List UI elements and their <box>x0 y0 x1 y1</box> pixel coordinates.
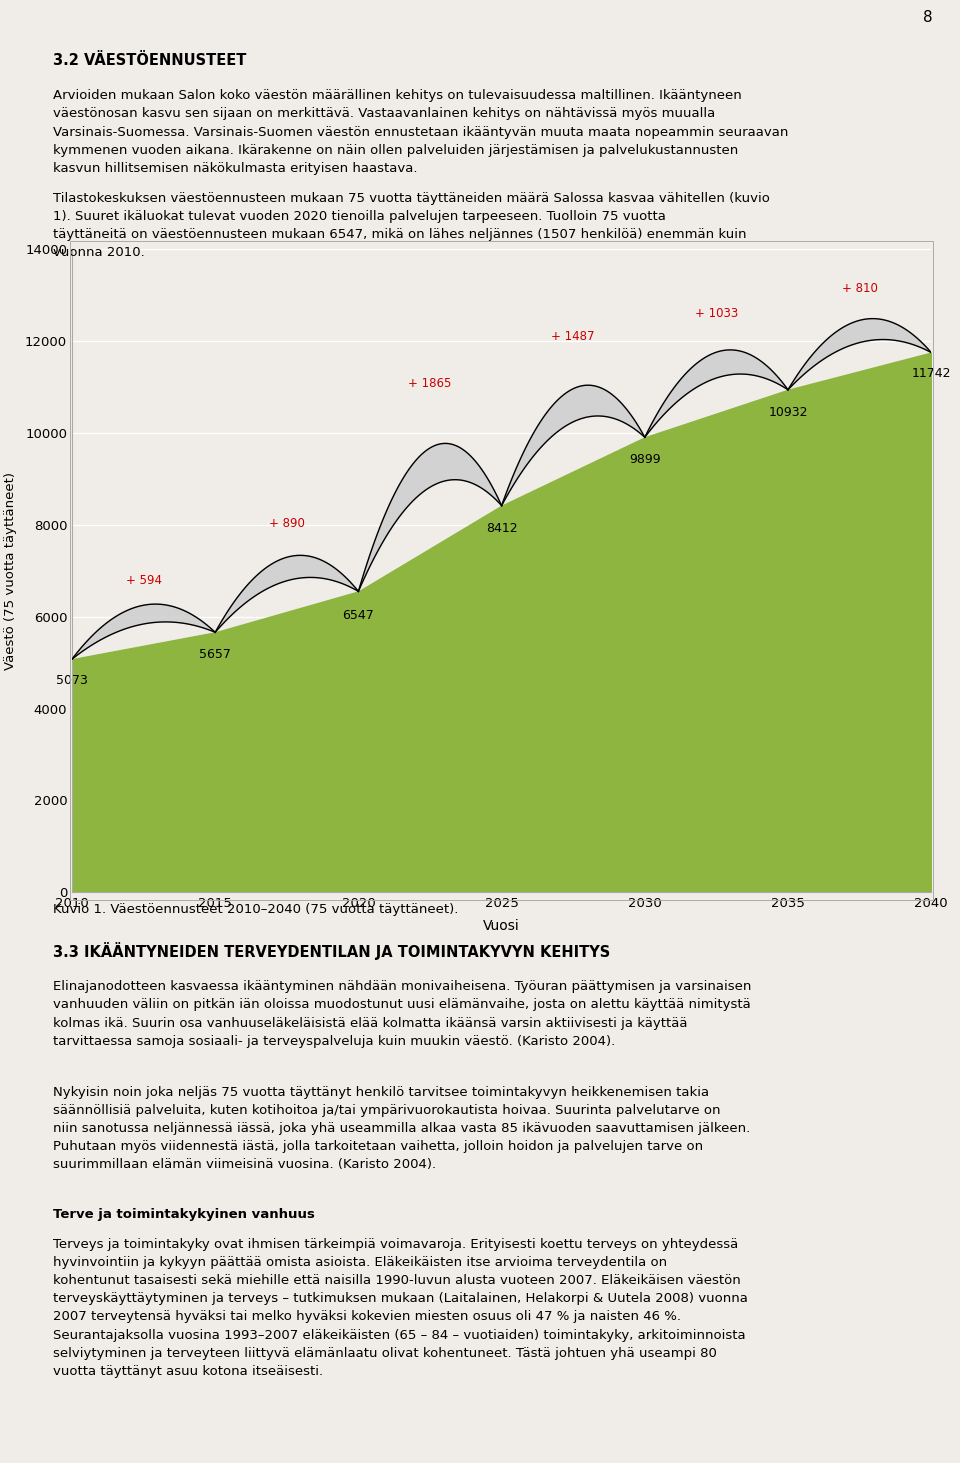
Text: 5657: 5657 <box>200 648 231 661</box>
Text: 9899: 9899 <box>629 454 660 465</box>
Text: Arvioiden mukaan Salon koko väestön määrällinen kehitys on tulevaisuudessa malti: Arvioiden mukaan Salon koko väestön määr… <box>53 89 788 176</box>
Text: + 1865: + 1865 <box>408 377 452 391</box>
Y-axis label: Väestö (75 vuotta täyttäneet): Väestö (75 vuotta täyttäneet) <box>4 471 16 670</box>
Text: Tilastokeskuksen väestöennusteen mukaan 75 vuotta täyttäneiden määrä Salossa kas: Tilastokeskuksen väestöennusteen mukaan … <box>53 192 770 259</box>
Text: 6547: 6547 <box>343 609 374 622</box>
Polygon shape <box>501 385 645 506</box>
Text: 3.3 IKÄÄNTYNEIDEN TERVEYDENTILAN JA TOIMINTAKYVYN KEHITYS: 3.3 IKÄÄNTYNEIDEN TERVEYDENTILAN JA TOIM… <box>53 942 610 960</box>
Polygon shape <box>215 556 358 632</box>
Text: Terve ja toimintakykyinen vanhuus: Terve ja toimintakykyinen vanhuus <box>53 1208 315 1222</box>
X-axis label: Vuosi: Vuosi <box>483 919 520 932</box>
Polygon shape <box>358 443 501 591</box>
Text: + 810: + 810 <box>842 282 877 296</box>
Text: 8412: 8412 <box>486 522 517 535</box>
Text: 8: 8 <box>924 9 933 25</box>
Text: + 1033: + 1033 <box>695 307 738 320</box>
Text: + 1487: + 1487 <box>551 329 595 342</box>
Text: 3.2 VÄESTÖENNUSTEET: 3.2 VÄESTÖENNUSTEET <box>53 53 246 67</box>
Text: + 890: + 890 <box>269 516 304 530</box>
Polygon shape <box>645 350 788 437</box>
Polygon shape <box>72 604 215 660</box>
Text: Kuvio 1. Väestöennusteet 2010–2040 (75 vuotta täyttäneet).: Kuvio 1. Väestöennusteet 2010–2040 (75 v… <box>53 903 458 916</box>
Text: + 594: + 594 <box>126 573 161 587</box>
Text: Elinajanodotteen kasvaessa ikääntyminen nähdään monivaiheisena. Työuran päättymi: Elinajanodotteen kasvaessa ikääntyminen … <box>53 980 751 1048</box>
Text: 11742: 11742 <box>911 367 951 380</box>
Polygon shape <box>788 319 931 389</box>
Text: Terveys ja toimintakyky ovat ihmisen tärkeimpiä voimavaroja. Erityisesti koettu : Terveys ja toimintakyky ovat ihmisen tär… <box>53 1238 748 1378</box>
Text: Nykyisin noin joka neljäs 75 vuotta täyttänyt henkilö tarvitsee toimintakyvyn he: Nykyisin noin joka neljäs 75 vuotta täyt… <box>53 1086 750 1172</box>
Text: 5073: 5073 <box>56 674 88 688</box>
Text: 10932: 10932 <box>768 405 807 418</box>
